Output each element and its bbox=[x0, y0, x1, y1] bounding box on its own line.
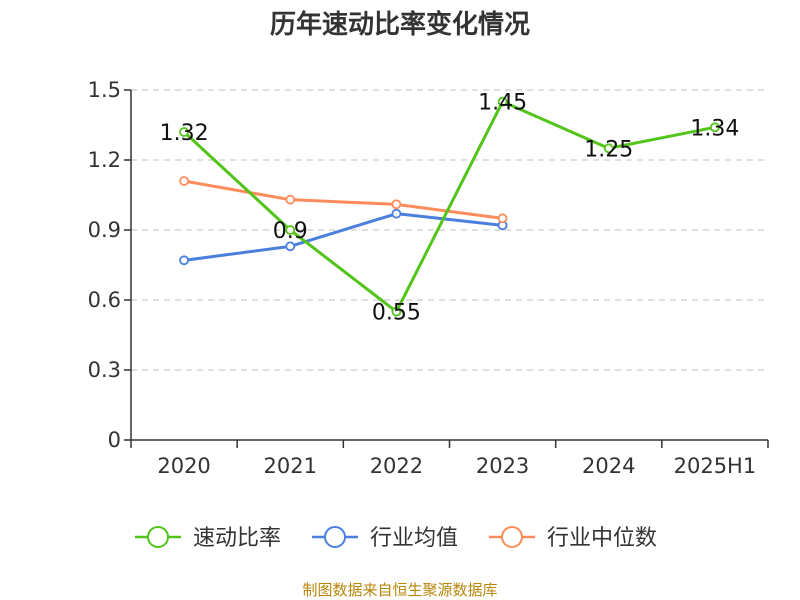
x-tick-label: 2021 bbox=[264, 454, 317, 478]
data-point[interactable] bbox=[285, 241, 296, 252]
data-point[interactable] bbox=[285, 194, 296, 205]
legend-item-0[interactable]: 速动比率 bbox=[135, 526, 281, 551]
data-point[interactable] bbox=[285, 225, 296, 235]
data-label: 1.32 bbox=[160, 121, 209, 146]
legend-label: 行业中位数 bbox=[547, 526, 657, 551]
y-tick-label: 1.5 bbox=[88, 78, 121, 102]
legend-label: 速动比率 bbox=[193, 526, 281, 551]
data-label: 1.45 bbox=[478, 91, 527, 116]
series-line bbox=[183, 212, 503, 262]
data-label: 0.55 bbox=[372, 301, 421, 326]
grid-lines bbox=[131, 89, 768, 371]
y-tick-label: 0 bbox=[108, 428, 121, 452]
source-note: 制图数据来自恒生聚源数据库 bbox=[302, 581, 497, 599]
data-point[interactable] bbox=[710, 122, 720, 133]
series-line bbox=[183, 100, 716, 314]
x-tick-label: 2023 bbox=[476, 454, 529, 478]
x-tick-label: 2022 bbox=[370, 454, 423, 478]
x-tick-label: 2025H1 bbox=[674, 454, 757, 478]
data-point[interactable] bbox=[179, 127, 189, 137]
data-point[interactable] bbox=[391, 208, 402, 219]
x-tick-label: 2020 bbox=[157, 454, 210, 478]
data-label: 1.25 bbox=[584, 137, 633, 162]
legend-marker bbox=[147, 526, 169, 548]
y-tick-label: 0.6 bbox=[88, 288, 121, 312]
series-1 bbox=[179, 208, 508, 266]
data-point[interactable] bbox=[179, 255, 189, 266]
y-tick-label: 0.9 bbox=[88, 218, 121, 242]
chart-title: 历年速动比率变化情况 bbox=[270, 9, 530, 40]
x-tick-label: 2024 bbox=[582, 454, 635, 478]
data-point[interactable] bbox=[497, 96, 508, 107]
legend-marker bbox=[324, 526, 346, 548]
series-2 bbox=[179, 176, 508, 224]
legend-item-2[interactable]: 行业中位数 bbox=[489, 526, 657, 551]
data-point[interactable] bbox=[391, 306, 402, 317]
data-label: 0.9 bbox=[273, 219, 308, 244]
series-layer bbox=[179, 96, 720, 317]
data-point[interactable] bbox=[497, 213, 508, 224]
legend-label: 行业均值 bbox=[370, 526, 458, 551]
series-line bbox=[183, 179, 503, 220]
y-tick-label: 1.2 bbox=[88, 148, 121, 172]
data-point[interactable] bbox=[603, 143, 614, 154]
series-0 bbox=[179, 96, 720, 317]
data-label: 1.34 bbox=[690, 116, 739, 141]
axes: 0 0.3 0.6 0.9 1.2 1.5 2020 2021 2022 2023 2024 2025… bbox=[88, 78, 769, 478]
legend: 速动比率 行业均值 行业中位数 bbox=[135, 526, 657, 551]
legend-marker bbox=[501, 526, 523, 548]
legend-item-1[interactable]: 行业均值 bbox=[312, 526, 458, 551]
data-point[interactable] bbox=[391, 199, 402, 210]
data-labels: 1.32 0.9 0.55 1.45 1.25 1.34 bbox=[160, 91, 740, 326]
y-tick-label: 0.3 bbox=[88, 358, 121, 382]
data-point[interactable] bbox=[179, 176, 189, 186]
